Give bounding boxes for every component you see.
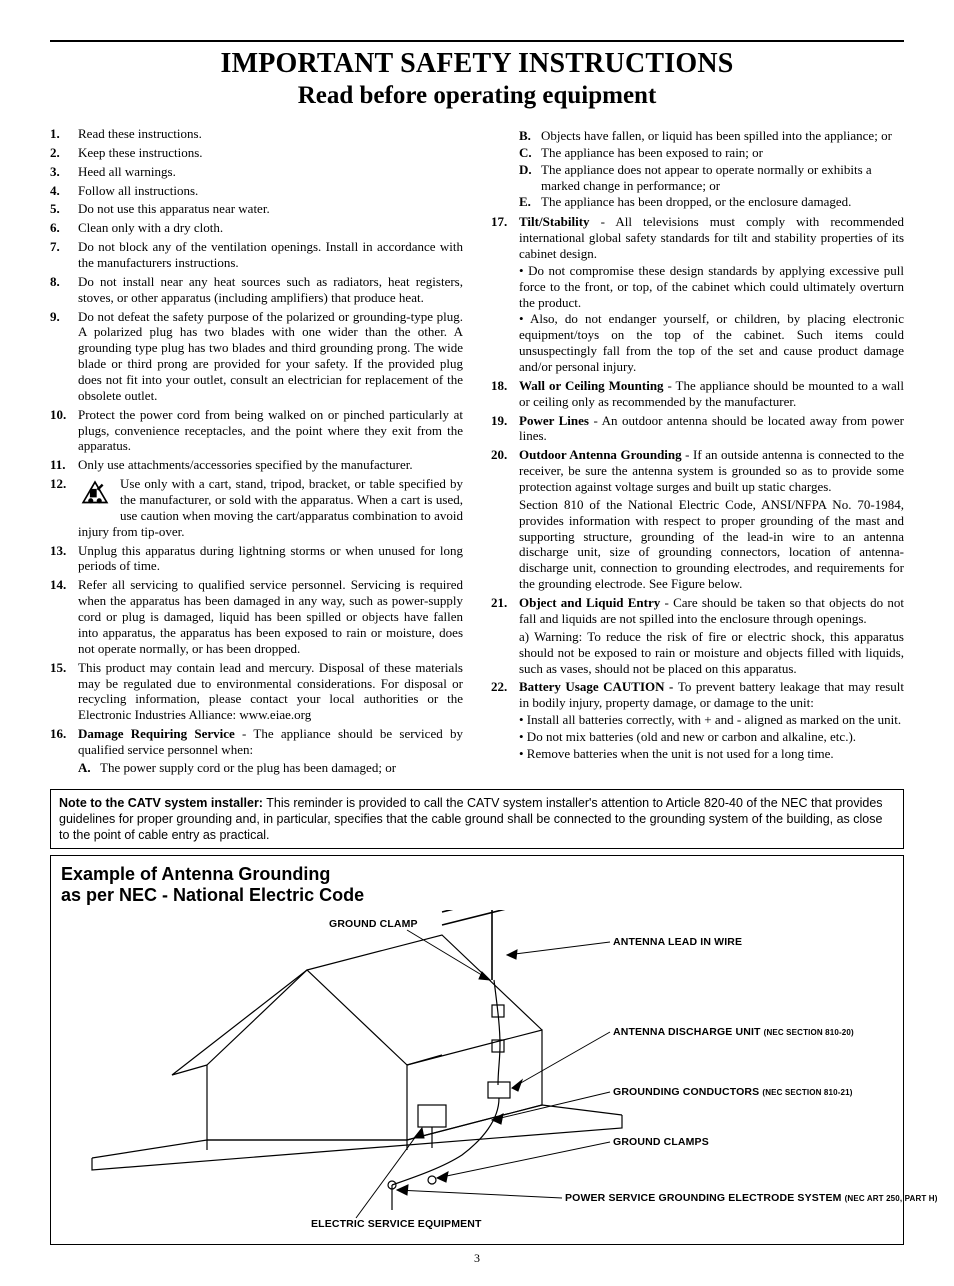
label-conductors: GROUNDING CONDUCTORS (NEC SECTION 810-21… xyxy=(613,1086,853,1098)
list-item: Do not use this apparatus near water. xyxy=(50,201,463,217)
list-item: Power Lines - An outdoor antenna should … xyxy=(491,413,904,445)
list-item: Damage Requiring Service - The appliance… xyxy=(50,726,463,776)
list-item: Clean only with a dry cloth. xyxy=(50,220,463,236)
label-antenna-lead: ANTENNA LEAD IN WIRE xyxy=(613,936,742,948)
list-item: Do not block any of the ventilation open… xyxy=(50,239,463,271)
left-column: Read these instructions. Keep these instr… xyxy=(50,126,463,779)
instruction-list-right: Tilt/Stability - All televisions must co… xyxy=(491,214,904,761)
label-ground-clamps: GROUND CLAMPS xyxy=(613,1136,709,1148)
sub-item: B.Objects have fallen, or liquid has bee… xyxy=(519,128,904,144)
page-subtitle: Read before operating equipment xyxy=(50,82,904,110)
page-number: 3 xyxy=(50,1251,904,1266)
list-item: This product may contain lead and mercur… xyxy=(50,660,463,723)
list-item: Do not defeat the safety purpose of the … xyxy=(50,309,463,404)
diagram-area: GROUND CLAMP ANTENNA LEAD IN WIRE ANTENN… xyxy=(61,910,893,1240)
cart-tip-icon xyxy=(78,477,112,509)
list-item: Battery Usage CAUTION - To prevent batte… xyxy=(491,679,904,761)
diagram-title-line2: as per NEC - National Electric Code xyxy=(61,885,364,905)
list-item: Follow all instructions. xyxy=(50,183,463,199)
list-item: Keep these instructions. xyxy=(50,145,463,161)
title-block: IMPORTANT SAFETY INSTRUCTIONS Read befor… xyxy=(50,48,904,110)
sub-item: A.The power supply cord or the plug has … xyxy=(78,760,463,776)
list-item: Refer all servicing to qualified service… xyxy=(50,577,463,656)
list-item: Only use attachments/accessories specifi… xyxy=(50,457,463,473)
list-item: Do not install near any heat sources suc… xyxy=(50,274,463,306)
catv-note-lead: Note to the CATV system installer: xyxy=(59,796,263,810)
instruction-list-left: Read these instructions. Keep these instr… xyxy=(50,126,463,776)
list-item: Unplug this apparatus during lightning s… xyxy=(50,543,463,575)
list-item: Heed all warnings. xyxy=(50,164,463,180)
top-rule xyxy=(50,40,904,42)
sub-item: C.The appliance has been exposed to rain… xyxy=(519,145,904,161)
sub-item: E.The appliance has been dropped, or the… xyxy=(519,194,904,210)
list-item: Wall or Ceiling Mounting - The appliance… xyxy=(491,378,904,410)
catv-note: Note to the CATV system installer: This … xyxy=(50,789,904,850)
diagram-title-line1: Example of Antenna Grounding xyxy=(61,864,330,884)
list-item: Object and Liquid Entry - Care should be… xyxy=(491,595,904,676)
right-column: B.Objects have fallen, or liquid has bee… xyxy=(491,126,904,779)
list-item: Use only with a cart, stand, tripod, bra… xyxy=(50,476,463,539)
list-item: Tilt/Stability - All televisions must co… xyxy=(491,214,904,375)
page-title: IMPORTANT SAFETY INSTRUCTIONS xyxy=(50,48,904,80)
list-item: Read these instructions. xyxy=(50,126,463,142)
columns: Read these instructions. Keep these instr… xyxy=(50,126,904,779)
diagram-title: Example of Antenna Grounding as per NEC … xyxy=(61,864,893,905)
label-electrode: POWER SERVICE GROUNDING ELECTRODE SYSTEM… xyxy=(565,1192,938,1204)
label-electric-service: ELECTRIC SERVICE EQUIPMENT xyxy=(311,1218,482,1230)
continued-sublist: B.Objects have fallen, or liquid has bee… xyxy=(491,128,904,210)
list-item: Outdoor Antenna Grounding - If an outsid… xyxy=(491,447,904,592)
diagram-box: Example of Antenna Grounding as per NEC … xyxy=(50,855,904,1244)
sub-item: D.The appliance does not appear to opera… xyxy=(519,162,904,194)
label-ground-clamp: GROUND CLAMP xyxy=(329,918,418,930)
grounding-diagram-svg xyxy=(61,910,893,1240)
list-item: Protect the power cord from being walked… xyxy=(50,407,463,455)
label-discharge: ANTENNA DISCHARGE UNIT (NEC SECTION 810-… xyxy=(613,1026,854,1038)
